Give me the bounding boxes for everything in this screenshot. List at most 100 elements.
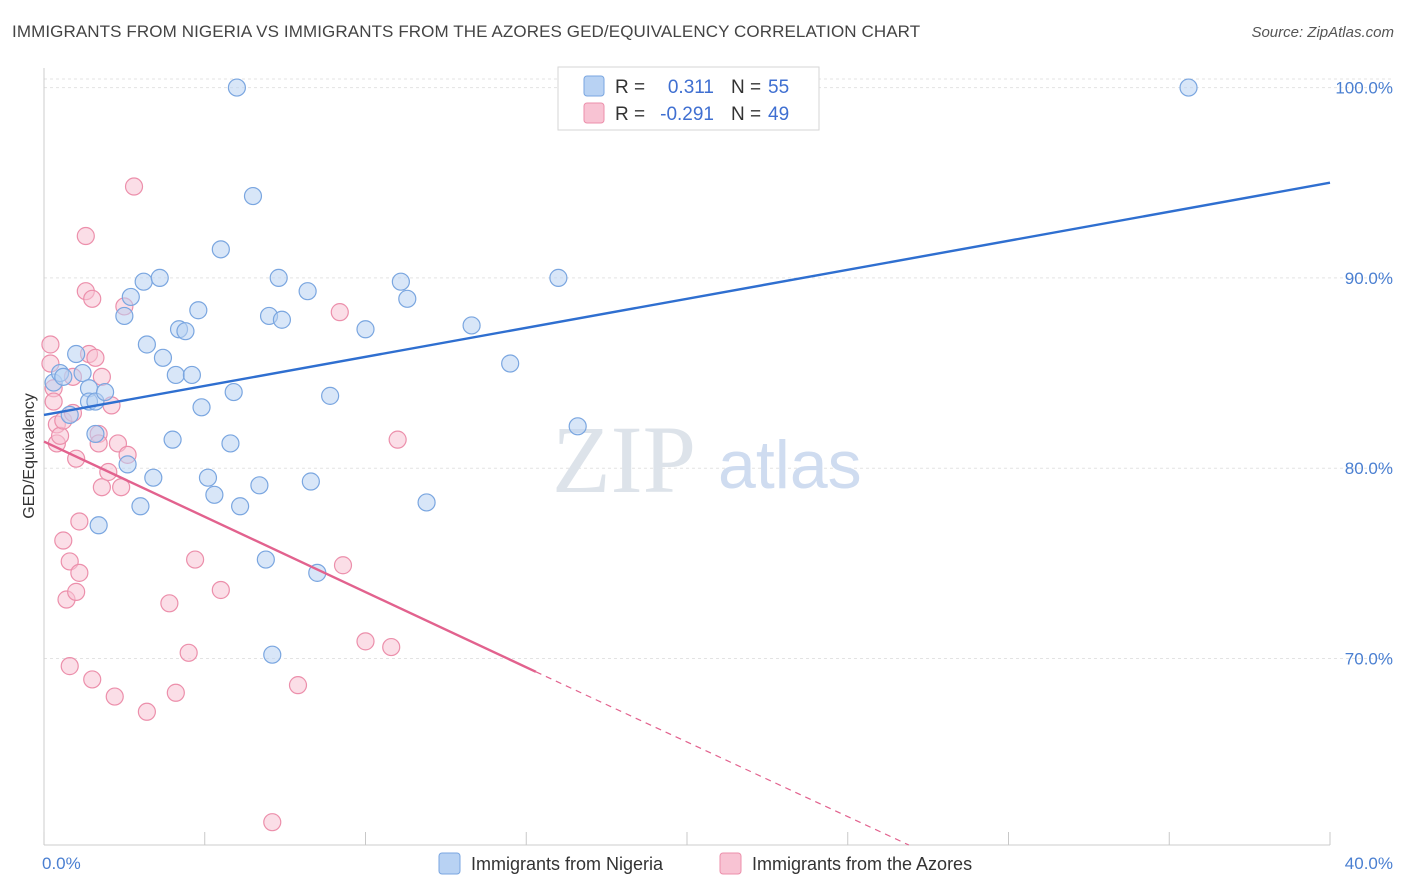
nigeria-point: [118, 455, 137, 474]
nigeria-n-value: 55: [768, 77, 789, 98]
azores-n-value: 49: [768, 104, 789, 125]
legend-azores-label: Immigrants from the Azores: [752, 854, 972, 874]
azores-swatch: [583, 102, 605, 124]
azores-point: [382, 637, 401, 657]
azores-point: [333, 556, 353, 575]
nigeria-point: [131, 497, 150, 516]
nigeria-swatch: [583, 75, 605, 97]
nigeria-point: [163, 430, 182, 449]
nigeria-point: [86, 424, 105, 444]
azores-points: [41, 177, 407, 832]
azores-point: [83, 289, 102, 308]
nigeria-point: [227, 78, 246, 97]
azores-point: [166, 683, 185, 702]
azores-point: [70, 563, 89, 582]
nigeria-point: [153, 348, 173, 367]
azores-point: [137, 702, 156, 721]
nigeria-point: [121, 287, 140, 307]
azores-point: [67, 582, 86, 601]
azores-point: [288, 676, 308, 695]
stats-legend: R = 0.311 N = 55 R = -0.291 N = 49: [557, 66, 820, 131]
nigeria-point: [501, 354, 520, 373]
nigeria-point: [189, 301, 208, 320]
x-tick-labels: 0.0% 40.0%: [42, 854, 1393, 873]
azores-point: [124, 177, 144, 196]
nigeria-trend-line: [43, 181, 1331, 417]
nigeria-point: [1179, 78, 1198, 97]
azores-point: [105, 687, 124, 706]
nigeria-point: [211, 240, 230, 259]
x-tick-marks: [43, 832, 1331, 845]
nigeria-point: [73, 363, 92, 383]
azores-point: [211, 580, 230, 600]
nigeria-point: [95, 382, 115, 402]
azores-point: [186, 550, 205, 569]
legend-azores-swatch: [719, 852, 742, 875]
azores-point: [330, 303, 349, 322]
nigeria-point: [54, 367, 73, 386]
nigeria-points: [44, 78, 1198, 664]
nigeria-r-value: 0.311: [668, 77, 714, 98]
legend-nigeria-swatch: [438, 852, 461, 875]
x-tick-label: 0.0%: [42, 854, 81, 873]
nigeria-point: [243, 186, 263, 206]
azores-point: [160, 594, 179, 613]
nigeria-point: [89, 516, 108, 535]
source-credit: Source: ZipAtlas.com: [1251, 24, 1394, 41]
nigeria-point: [298, 282, 317, 301]
nigeria-point: [301, 472, 320, 491]
azores-point: [388, 430, 407, 449]
azores-point: [50, 426, 70, 445]
azores-point: [263, 813, 282, 832]
nigeria-point: [269, 268, 288, 287]
nigeria-point: [398, 289, 417, 308]
series-legend: Immigrants from Nigeria Immigrants from …: [438, 852, 972, 875]
azores-trend-extension: [535, 671, 910, 846]
trend-lines: [43, 181, 1331, 846]
x-tick-label: 40.0%: [1345, 854, 1393, 873]
azores-point: [41, 335, 60, 354]
y-tick-label: 70.0%: [1345, 649, 1393, 668]
nigeria-point: [224, 382, 243, 402]
nigeria-point: [115, 306, 134, 326]
grid-lines: [44, 78, 1392, 659]
nigeria-point: [144, 468, 163, 487]
y-tick-label: 90.0%: [1345, 269, 1393, 288]
azores-n-label: N =: [731, 104, 761, 125]
nigeria-point: [256, 550, 275, 569]
azores-point: [76, 226, 95, 246]
nigeria-point: [150, 268, 169, 287]
watermark-atlas: atlas: [718, 427, 862, 503]
nigeria-point: [231, 497, 250, 516]
nigeria-point: [221, 434, 240, 453]
nigeria-point: [391, 272, 410, 291]
nigeria-point: [250, 476, 269, 495]
nigeria-point: [549, 268, 568, 287]
nigeria-point: [166, 365, 185, 385]
nigeria-point: [67, 344, 86, 364]
azores-point: [356, 632, 375, 651]
azores-point: [60, 657, 79, 676]
azores-point: [92, 478, 111, 497]
nigeria-r-label: R =: [615, 77, 645, 98]
nigeria-point: [568, 417, 587, 436]
azores-point: [86, 348, 105, 367]
nigeria-point: [321, 386, 340, 405]
azores-point: [70, 512, 89, 531]
nigeria-point: [137, 335, 156, 354]
y-tick-labels: 70.0% 80.0% 90.0% 100.0%: [1335, 79, 1393, 669]
y-tick-label: 80.0%: [1345, 459, 1393, 478]
nigeria-point: [182, 365, 201, 385]
nigeria-point: [272, 310, 292, 329]
nigeria-point: [462, 316, 481, 335]
nigeria-point: [417, 493, 436, 512]
azores-r-label: R =: [615, 104, 645, 125]
azores-point: [179, 643, 198, 662]
azores-r-value: -0.291: [660, 104, 714, 125]
azores-point: [44, 392, 63, 411]
nigeria-point: [176, 322, 195, 341]
nigeria-point: [134, 272, 153, 291]
azores-trend-line: [43, 440, 537, 673]
azores-point: [54, 531, 73, 550]
